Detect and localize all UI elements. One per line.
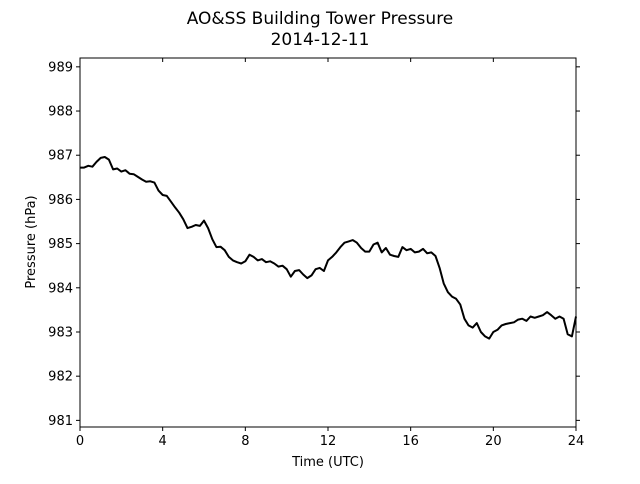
x-tick-label: 8 bbox=[241, 434, 249, 449]
y-tick-label: 985 bbox=[48, 237, 73, 252]
y-axis: 981 982 983 984 985 986 987 988 989 bbox=[48, 60, 580, 429]
y-tick-label: 981 bbox=[48, 414, 73, 429]
y-tick-label: 986 bbox=[48, 193, 73, 208]
x-tick-label: 16 bbox=[402, 434, 419, 449]
x-axis: 0 4 8 12 16 20 24 bbox=[76, 58, 584, 449]
x-tick-label: 0 bbox=[76, 434, 84, 449]
y-tick-label: 983 bbox=[48, 325, 73, 340]
y-tick-label: 987 bbox=[48, 149, 73, 164]
y-tick-label: 984 bbox=[48, 281, 73, 296]
plot-area-frame bbox=[79, 57, 577, 428]
x-axis-label: Time (UTC) bbox=[291, 455, 364, 470]
x-tick-label: 24 bbox=[568, 434, 585, 449]
y-axis-label: Pressure (hPa) bbox=[24, 195, 39, 288]
y-tick-label: 982 bbox=[48, 370, 73, 385]
chart-subtitle: 2014-12-11 bbox=[271, 30, 370, 50]
x-tick-label: 20 bbox=[485, 434, 502, 449]
pressure-series-line bbox=[80, 156, 577, 340]
chart-title: AO&SS Building Tower Pressure bbox=[187, 9, 454, 29]
x-tick-label: 12 bbox=[320, 434, 337, 449]
x-tick-label: 4 bbox=[159, 434, 167, 449]
y-tick-label: 988 bbox=[48, 105, 73, 120]
y-tick-label: 989 bbox=[48, 60, 73, 75]
